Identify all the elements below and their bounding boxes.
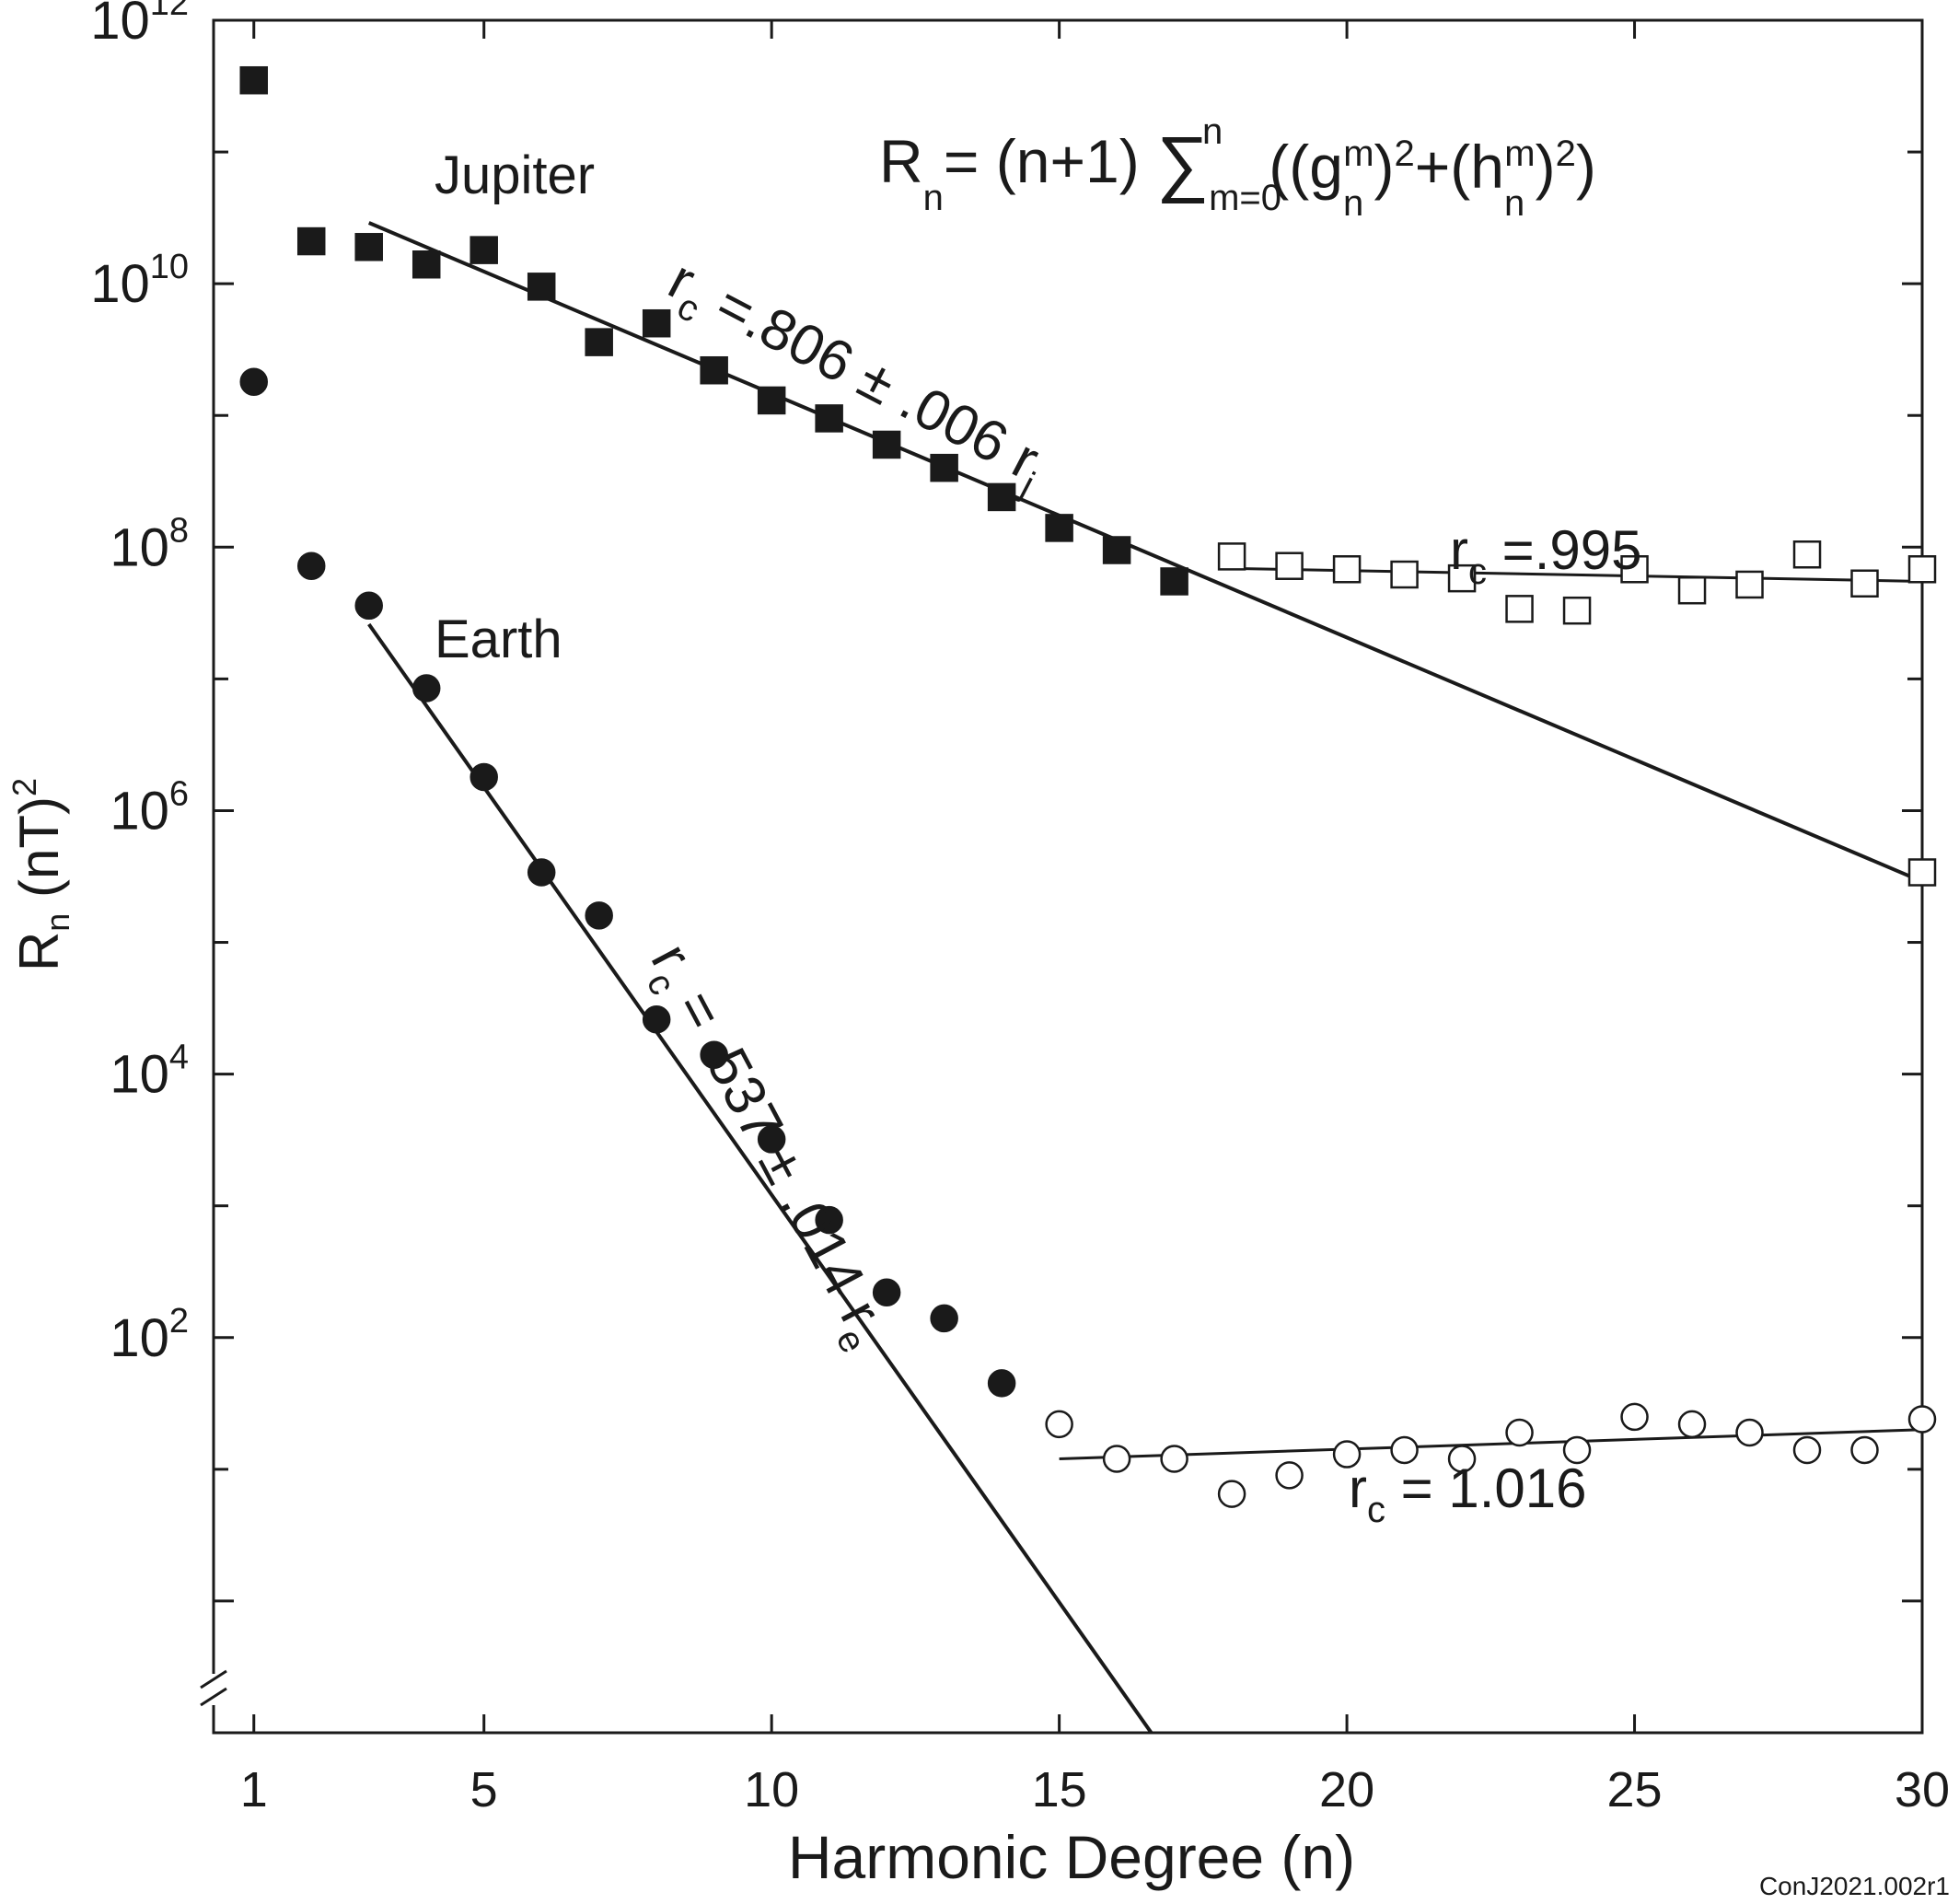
plot-frame bbox=[212, 18, 1924, 1735]
point-filled-circle bbox=[469, 762, 498, 792]
point-filled-square bbox=[527, 273, 556, 301]
fit-line-jupiter bbox=[367, 221, 1922, 884]
point-filled-square bbox=[585, 328, 613, 356]
point-open-circle bbox=[1907, 1405, 1937, 1434]
point-open-circle bbox=[1792, 1435, 1822, 1465]
point-filled-square bbox=[987, 482, 1016, 512]
y-tick-label: 104 bbox=[110, 1039, 189, 1105]
point-filled-circle bbox=[700, 1040, 728, 1069]
x-tick-label: 25 bbox=[1607, 1762, 1663, 1817]
point-filled-square bbox=[642, 308, 671, 338]
point-filled-square bbox=[354, 233, 383, 261]
point-filled-square bbox=[469, 236, 498, 264]
point-filled-square bbox=[1045, 514, 1073, 542]
point-open-circle bbox=[1332, 1440, 1362, 1469]
y-tick-label: 1010 bbox=[90, 248, 189, 314]
chart-marks bbox=[239, 65, 1937, 1733]
point-open-square bbox=[1735, 570, 1764, 599]
fit-label-jupiter-flat: rc =.995 bbox=[1450, 519, 1641, 592]
y-tick-label: 108 bbox=[110, 511, 189, 577]
formula-annotation: Rn= (n+1) ∑m=0n((gnm)2+(hnm)2) bbox=[879, 111, 1596, 224]
point-filled-circle bbox=[412, 674, 441, 702]
point-open-square bbox=[1907, 858, 1937, 887]
series-label-earth: Earth bbox=[435, 610, 562, 669]
x-tick-label: 20 bbox=[1319, 1762, 1374, 1817]
point-filled-square bbox=[1102, 536, 1131, 564]
y-tick-label: 102 bbox=[110, 1302, 189, 1368]
x-tick-label: 15 bbox=[1032, 1762, 1087, 1817]
point-filled-square bbox=[700, 355, 728, 385]
x-axis-label: Harmonic Degree (n) bbox=[788, 1823, 1355, 1891]
point-filled-square bbox=[757, 386, 786, 415]
x-tick-label: 10 bbox=[744, 1762, 799, 1817]
point-open-square bbox=[1332, 555, 1362, 584]
point-open-circle bbox=[1160, 1445, 1188, 1473]
point-filled-circle bbox=[296, 551, 326, 580]
point-open-square bbox=[1447, 563, 1477, 593]
point-filled-square bbox=[872, 430, 901, 459]
point-filled-circle bbox=[815, 1205, 843, 1235]
x-tick-label: 30 bbox=[1895, 1762, 1950, 1817]
point-filled-square bbox=[815, 404, 843, 433]
point-open-circle bbox=[1735, 1418, 1764, 1447]
point-filled-square bbox=[239, 65, 268, 95]
fit-label-earth-core: rc = .537 ± .014 re bbox=[630, 934, 903, 1359]
point-open-square bbox=[1275, 551, 1304, 580]
figure-credit: ConJ2021.002r1 bbox=[1759, 1872, 1950, 1900]
point-filled-circle bbox=[585, 901, 613, 930]
point-open-circle bbox=[1562, 1435, 1592, 1465]
point-filled-circle bbox=[987, 1369, 1016, 1398]
point-open-square bbox=[1620, 555, 1649, 584]
point-open-circle bbox=[1275, 1461, 1304, 1490]
point-open-square bbox=[1505, 595, 1534, 623]
point-filled-square bbox=[296, 226, 326, 256]
point-open-square bbox=[1390, 560, 1419, 589]
point-open-circle bbox=[1620, 1402, 1649, 1432]
point-open-circle bbox=[1102, 1445, 1131, 1473]
y-tick-label: 1012 bbox=[90, 0, 189, 51]
point-open-circle bbox=[1045, 1410, 1073, 1439]
point-open-circle bbox=[1217, 1480, 1246, 1508]
point-filled-circle bbox=[757, 1125, 786, 1154]
point-open-circle bbox=[1850, 1435, 1879, 1465]
axis-break bbox=[200, 1669, 227, 1707]
fit-label-earth-flat: rc = 1.016 bbox=[1349, 1457, 1587, 1530]
point-filled-circle bbox=[872, 1278, 901, 1307]
point-open-square bbox=[1217, 542, 1246, 571]
point-open-square bbox=[1850, 569, 1879, 598]
x-tick-label: 1 bbox=[240, 1762, 268, 1817]
point-open-square bbox=[1907, 555, 1937, 584]
point-filled-square bbox=[930, 453, 958, 482]
y-tick-label: 106 bbox=[110, 774, 189, 841]
point-open-square bbox=[1677, 575, 1707, 605]
point-filled-square bbox=[1160, 567, 1188, 596]
point-filled-circle bbox=[642, 1004, 671, 1034]
series-earth bbox=[239, 367, 1937, 1733]
x-tick-label: 5 bbox=[470, 1762, 498, 1817]
y-axis-label: Rn (nT)2 bbox=[6, 778, 76, 971]
series-jupiter bbox=[239, 65, 1937, 887]
point-open-square bbox=[1792, 540, 1822, 569]
point-open-circle bbox=[1390, 1435, 1419, 1465]
fit-line-earth bbox=[367, 622, 1153, 1733]
series-label-jupiter: Jupiter bbox=[435, 145, 595, 205]
fit-line-earth bbox=[1059, 1428, 1922, 1461]
point-filled-circle bbox=[930, 1304, 958, 1333]
point-open-square bbox=[1562, 596, 1592, 625]
point-filled-square bbox=[412, 250, 441, 279]
point-open-circle bbox=[1505, 1418, 1534, 1447]
point-open-circle bbox=[1677, 1410, 1707, 1439]
point-open-circle bbox=[1447, 1445, 1477, 1473]
point-filled-circle bbox=[527, 858, 556, 887]
point-filled-circle bbox=[239, 367, 268, 396]
point-filled-circle bbox=[354, 591, 383, 621]
